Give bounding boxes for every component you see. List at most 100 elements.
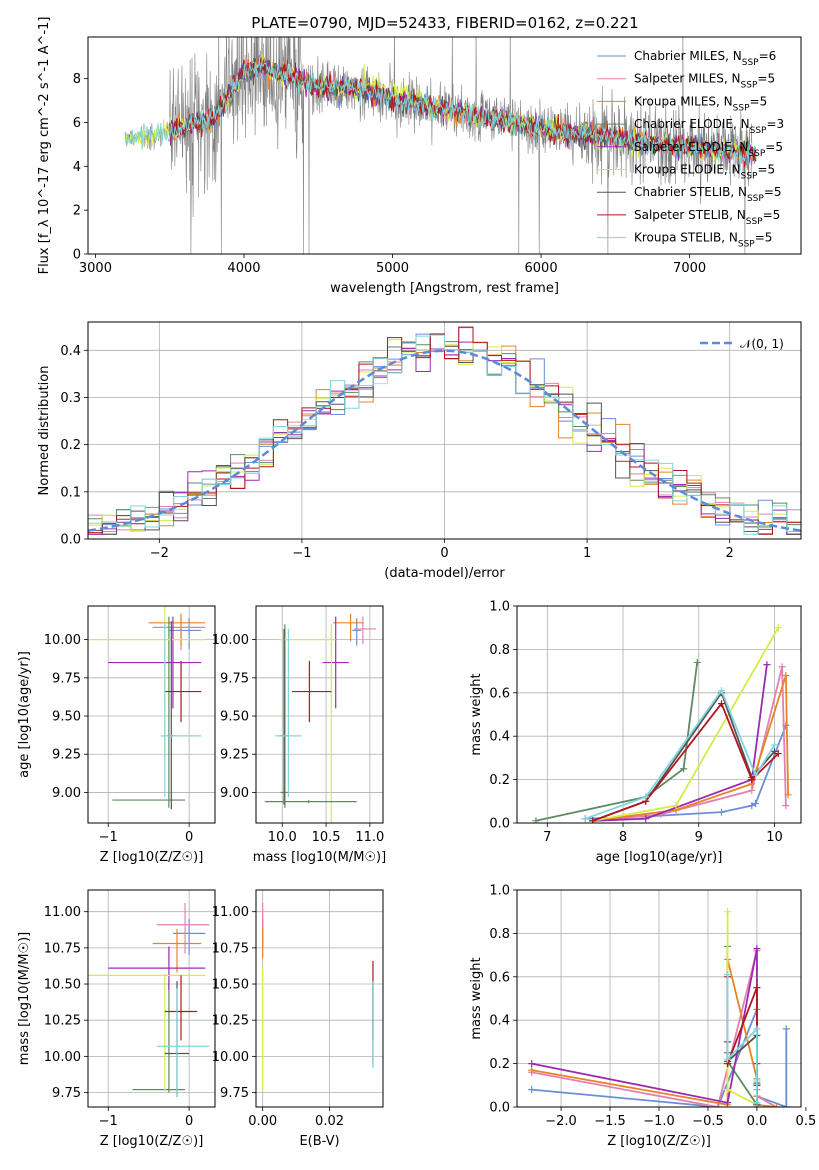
errorbar-chabrier-elodie <box>132 981 186 1093</box>
x-tick-label: 2 <box>726 546 734 561</box>
errorbar-salpeter-elodie <box>108 616 202 709</box>
x-tick-label: −0.5 <box>692 1114 724 1129</box>
weight-marker <box>748 802 756 810</box>
y-tick-label: 9.75 <box>52 671 81 686</box>
x-tick-label: 9 <box>695 830 703 845</box>
y-tick-label: 0.8 <box>489 643 510 658</box>
x-tick-label: 8 <box>619 830 627 845</box>
errorbar-salpeter-elodie <box>322 616 349 709</box>
weight-marker <box>774 750 782 758</box>
y-tick-label: 0 <box>73 248 81 263</box>
weight-series-kroupa-stelib <box>581 687 778 823</box>
x-axis-label: wavelength [Angstrom, rest frame] <box>330 281 559 296</box>
axes-frame <box>255 889 384 1108</box>
weight-series-kroupa-elodie <box>589 624 782 823</box>
y-tick-label: 9.50 <box>52 710 81 725</box>
axes-weight-vs-Z: −2.0 −1.5 −1.0 −0.5 0.0 0.5 0.0 0.2 0.4 0.6 0.8 1.0… <box>469 884 816 1150</box>
weight-marker <box>528 1086 536 1094</box>
y-tick-label: 0.6 <box>489 970 510 985</box>
y-tick-label: 0.0 <box>60 533 81 548</box>
legend-sub: SSP <box>733 103 750 113</box>
weight-marker <box>752 771 760 779</box>
model-spectrum-salpeter-stelib <box>169 58 757 168</box>
weight-marker <box>763 661 771 669</box>
errorbar-kroupa-stelib <box>275 628 302 798</box>
legend-label: Salpeter STELIB, NSSP=5 <box>634 208 780 227</box>
weight-marker <box>581 815 589 823</box>
legend-label: Chabrier MILES, NSSP=6 <box>634 49 776 68</box>
axes-frame <box>516 605 802 824</box>
gridlines <box>517 606 801 823</box>
y-tick-label: 0.2 <box>489 773 510 788</box>
weight-marker <box>770 747 778 755</box>
errorbar-kroupa-miles <box>152 929 202 973</box>
weight-marker <box>753 945 761 953</box>
weight-marker <box>770 741 778 749</box>
plot-area <box>124 37 757 254</box>
legend-sub: SSP <box>750 126 767 136</box>
errorbar-kroupa-stelib <box>156 988 210 1097</box>
legend-sub: SSP <box>747 194 764 204</box>
y-tick-label: 10.25 <box>212 1014 249 1029</box>
weight-marker <box>753 1025 761 1033</box>
weight-marker <box>589 817 597 823</box>
legend-suffix: =5 <box>765 140 783 154</box>
x-tick-label: 7 <box>543 830 551 845</box>
weight-marker <box>672 802 680 810</box>
legend-label: Chabrier STELIB, NSSP=5 <box>634 185 782 204</box>
y-tick-label: 0.6 <box>489 686 510 701</box>
y-tick-label: 0.2 <box>489 1057 510 1072</box>
weight-marker <box>528 1066 536 1074</box>
axes-frame <box>255 605 384 824</box>
x-tick-label: 10.5 <box>312 830 341 845</box>
x-tick-label: −2 <box>150 546 169 561</box>
legend-suffix: =5 <box>763 208 781 222</box>
y-tick-label: 11.00 <box>212 905 249 920</box>
x-tick-label: −1 <box>99 1114 118 1129</box>
weight-marker <box>753 1077 761 1085</box>
plot-area <box>88 322 801 539</box>
y-tick-label: 0.3 <box>60 391 81 406</box>
x-axis-label: mass [log10(M/M☉)] <box>253 850 386 865</box>
axes-age-vs-Z: −1 0 9.00 9.25 9.50 9.75 10.00 Z [log10(Z/Z☉)] a… <box>17 605 216 865</box>
y-tick-label: 10.00 <box>44 633 81 648</box>
x-tick-label: 0 <box>185 1114 193 1129</box>
weight-marker <box>724 1055 732 1063</box>
y-tick-label: 6 <box>73 116 81 131</box>
weight-marker <box>717 808 725 816</box>
y-tick-label: 0.1 <box>60 485 81 500</box>
y-tick-label: 0.4 <box>489 730 510 745</box>
weight-marker <box>782 802 790 810</box>
x-axis-label: (data-model)/error <box>384 566 505 581</box>
weight-marker <box>642 793 650 801</box>
weight-series-salpeter-stelib <box>724 973 761 1107</box>
y-axis-label: mass weight <box>469 957 484 1039</box>
y-tick-label: 0.2 <box>60 438 81 453</box>
y-tick-label: 10.50 <box>212 978 249 993</box>
y-tick-label: 10.00 <box>212 1050 249 1065</box>
errorbar-salpeter-stelib <box>291 661 332 723</box>
axes-mass-vs-EBV: 0.00 0.02 9.75 10.00 10.25 10.50 10.75 11.00 E(B… <box>212 889 384 1149</box>
y-tick-label: 2 <box>73 204 81 219</box>
y-tick-label: 9.00 <box>52 786 81 801</box>
legend-sub: SSP <box>738 240 755 250</box>
y-tick-label: 10.00 <box>212 633 249 648</box>
legend-suffix: =5 <box>750 94 768 108</box>
weight-marker <box>774 624 782 632</box>
legend-sub: SSP <box>741 81 758 91</box>
x-tick-label: 0 <box>440 546 448 561</box>
y-axis-label: mass weight <box>469 673 484 755</box>
x-tick-label: 0.0 <box>747 1114 768 1129</box>
weight-marker <box>717 700 725 708</box>
axes-frame <box>87 605 216 824</box>
model-spectrum-kroupa-stelib <box>124 61 757 171</box>
x-tick-label: 1 <box>583 546 591 561</box>
y-tick-label: 1.0 <box>489 600 510 615</box>
gridlines <box>517 890 801 1107</box>
legend-sub: SSP <box>746 217 763 227</box>
legend-suffix: =5 <box>764 185 782 199</box>
y-tick-label: 10.75 <box>212 941 249 956</box>
legend-sub: SSP <box>742 58 759 68</box>
y-tick-label: 4 <box>73 160 81 175</box>
